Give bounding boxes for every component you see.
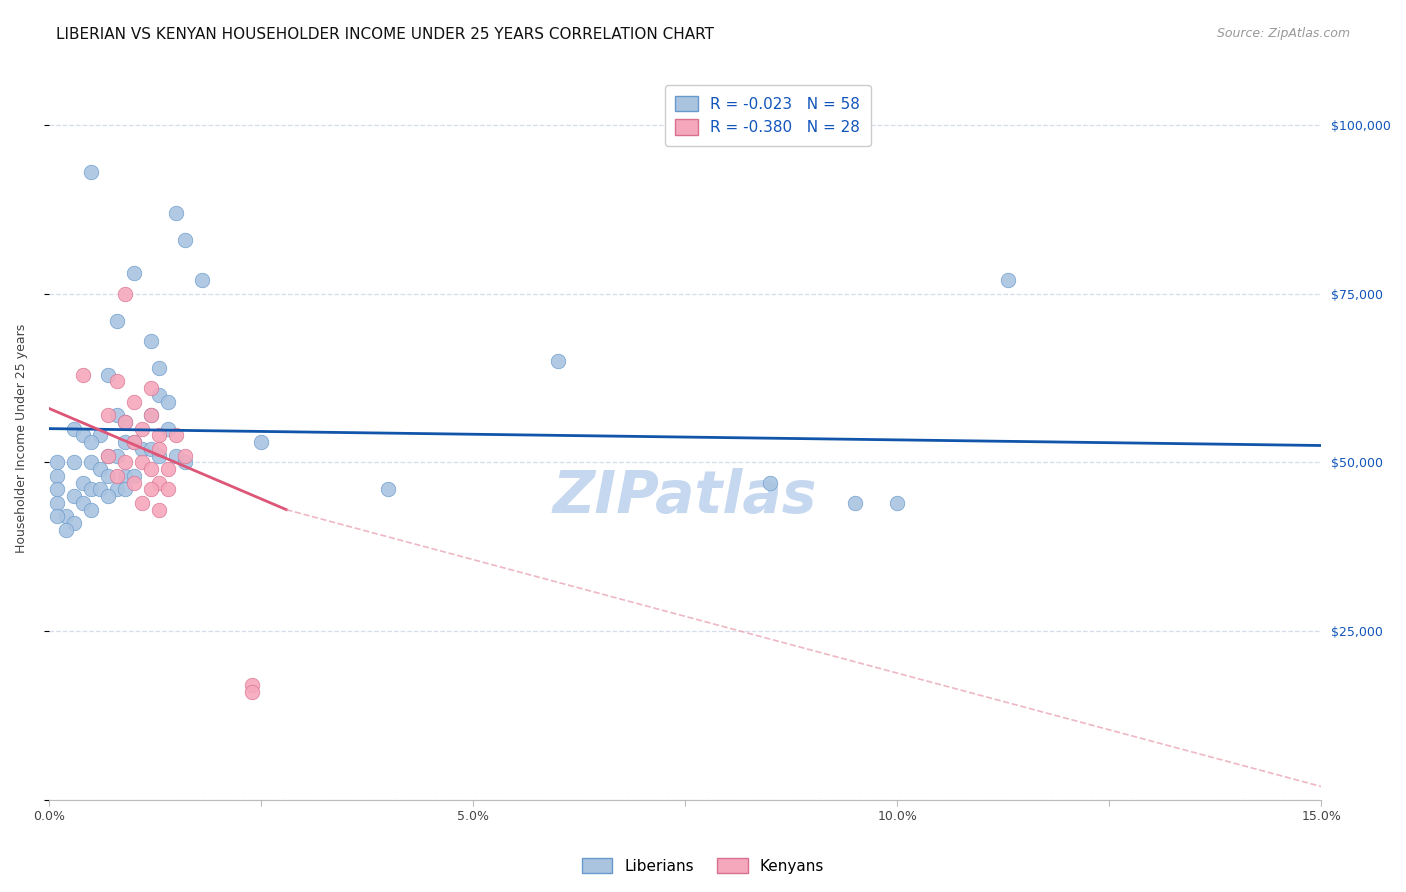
Point [97,368,120,382]
Point [139,483,162,497]
Point [114,483,136,497]
Point [63,455,86,469]
Point [148,442,170,456]
Point [165,205,187,219]
Point [97,449,120,463]
Text: LIBERIAN VS KENYAN HOUSEHOLDER INCOME UNDER 25 YEARS CORRELATION CHART: LIBERIAN VS KENYAN HOUSEHOLDER INCOME UN… [56,27,714,42]
Point [72,368,94,382]
Point [156,483,179,497]
Point [190,273,212,287]
Point [46,496,69,510]
Point [139,462,162,476]
Point [97,449,120,463]
Point [97,489,120,503]
Point [122,475,145,490]
Point [242,678,264,692]
Point [80,165,103,179]
Point [105,483,128,497]
Point [173,449,195,463]
Point [114,415,136,429]
Point [72,496,94,510]
Point [122,469,145,483]
Point [886,496,908,510]
Point [122,435,145,450]
Point [63,489,86,503]
Point [89,483,111,497]
Point [89,462,111,476]
Y-axis label: Householder Income Under 25 years: Householder Income Under 25 years [15,324,28,553]
Point [80,483,103,497]
Point [139,408,162,422]
Point [105,469,128,483]
Point [156,422,179,436]
Legend: R = -0.023   N = 58, R = -0.380   N = 28: R = -0.023 N = 58, R = -0.380 N = 28 [665,85,872,146]
Point [97,408,120,422]
Point [377,483,399,497]
Point [114,286,136,301]
Point [122,435,145,450]
Point [165,428,187,442]
Point [148,475,170,490]
Point [156,462,179,476]
Point [165,449,187,463]
Point [72,428,94,442]
Point [46,455,69,469]
Point [759,475,782,490]
Point [173,455,195,469]
Point [139,334,162,348]
Point [156,394,179,409]
Point [139,442,162,456]
Point [844,496,866,510]
Point [97,469,120,483]
Point [148,360,170,375]
Point [122,394,145,409]
Point [63,422,86,436]
Point [72,475,94,490]
Point [148,502,170,516]
Point [46,483,69,497]
Point [46,509,69,524]
Point [148,449,170,463]
Legend: Liberians, Kenyans: Liberians, Kenyans [575,852,831,880]
Point [105,313,128,327]
Point [46,469,69,483]
Point [148,388,170,402]
Point [242,685,264,699]
Point [139,408,162,422]
Point [122,266,145,280]
Text: Source: ZipAtlas.com: Source: ZipAtlas.com [1216,27,1350,40]
Point [105,449,128,463]
Point [173,233,195,247]
Point [55,509,77,524]
Text: ZIPatlas: ZIPatlas [553,468,817,525]
Point [80,502,103,516]
Point [139,381,162,395]
Point [105,408,128,422]
Point [80,455,103,469]
Point [105,375,128,389]
Point [114,455,136,469]
Point [131,422,153,436]
Point [55,523,77,537]
Point [131,442,153,456]
Point [63,516,86,531]
Point [80,435,103,450]
Point [131,496,153,510]
Point [114,415,136,429]
Point [547,354,569,368]
Point [131,455,153,469]
Point [89,428,111,442]
Point [250,435,273,450]
Point [997,273,1019,287]
Point [114,469,136,483]
Point [114,435,136,450]
Point [148,428,170,442]
